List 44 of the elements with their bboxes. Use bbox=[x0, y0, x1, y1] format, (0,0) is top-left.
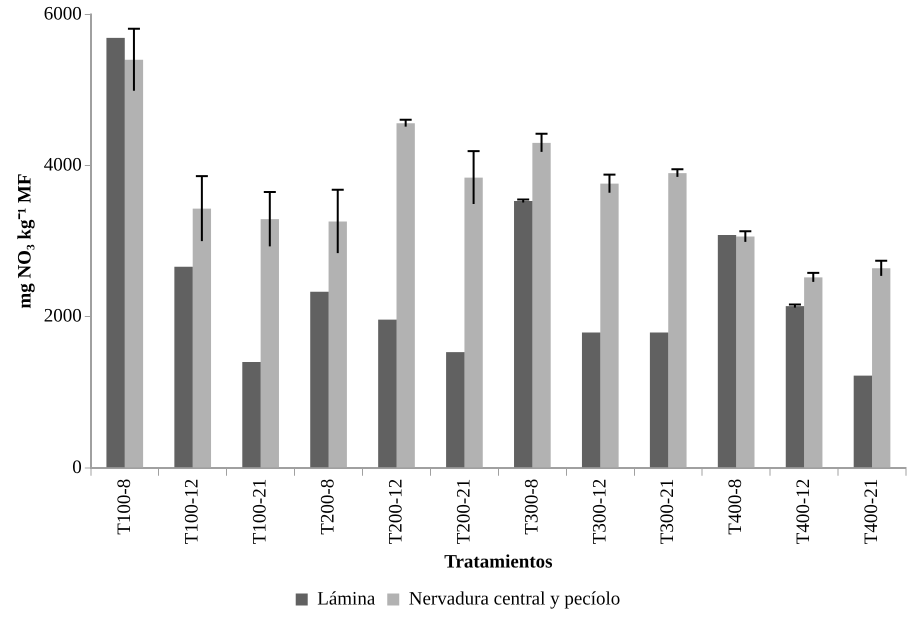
x-tick-label: T400-8 bbox=[725, 478, 746, 535]
bar bbox=[260, 219, 279, 468]
bar bbox=[396, 123, 415, 468]
y-axis-title: mg NO₃ kg⁻¹ MF bbox=[14, 174, 36, 309]
bar bbox=[124, 60, 144, 468]
y-tick-label: 6000 bbox=[44, 3, 82, 24]
bar bbox=[514, 201, 532, 468]
x-tick-label: T400-21 bbox=[861, 478, 882, 544]
bar bbox=[174, 266, 193, 468]
bar bbox=[600, 184, 619, 468]
bar bbox=[668, 173, 687, 468]
bar bbox=[378, 320, 396, 468]
x-tick-label: T200-8 bbox=[318, 478, 339, 535]
bar bbox=[464, 178, 483, 468]
y-tick-label: 0 bbox=[72, 456, 82, 478]
bar bbox=[310, 292, 329, 468]
bar bbox=[192, 208, 212, 468]
bar bbox=[736, 236, 755, 468]
legend-label: Lámina bbox=[317, 588, 376, 610]
x-tick-label: T200-12 bbox=[385, 478, 406, 544]
bar bbox=[872, 268, 890, 468]
x-tick-label: T400-12 bbox=[793, 478, 814, 544]
bar bbox=[786, 306, 804, 468]
bar bbox=[106, 38, 125, 468]
bar bbox=[242, 362, 261, 468]
x-tick-label: T300-8 bbox=[521, 478, 542, 535]
x-tick-label: T100-12 bbox=[182, 478, 203, 544]
legend-label: Nervadura central y pecíolo bbox=[408, 588, 620, 610]
bar bbox=[328, 221, 347, 468]
bar bbox=[446, 352, 464, 468]
y-tick-label: 2000 bbox=[44, 306, 82, 327]
x-axis-title: Tratamientos bbox=[444, 552, 553, 573]
bar bbox=[582, 332, 600, 468]
bar bbox=[532, 142, 551, 468]
bar bbox=[804, 277, 822, 468]
x-tick-label: T200-21 bbox=[453, 478, 474, 544]
x-tick-label: T100-8 bbox=[114, 478, 135, 535]
bar bbox=[854, 376, 872, 468]
y-tick-label: 4000 bbox=[44, 154, 82, 176]
x-tick-label: T300-21 bbox=[657, 478, 678, 544]
x-tick-label: T300-12 bbox=[589, 478, 610, 544]
bar bbox=[718, 235, 736, 468]
x-tick-label: T100-21 bbox=[250, 478, 271, 544]
bar bbox=[650, 332, 668, 468]
